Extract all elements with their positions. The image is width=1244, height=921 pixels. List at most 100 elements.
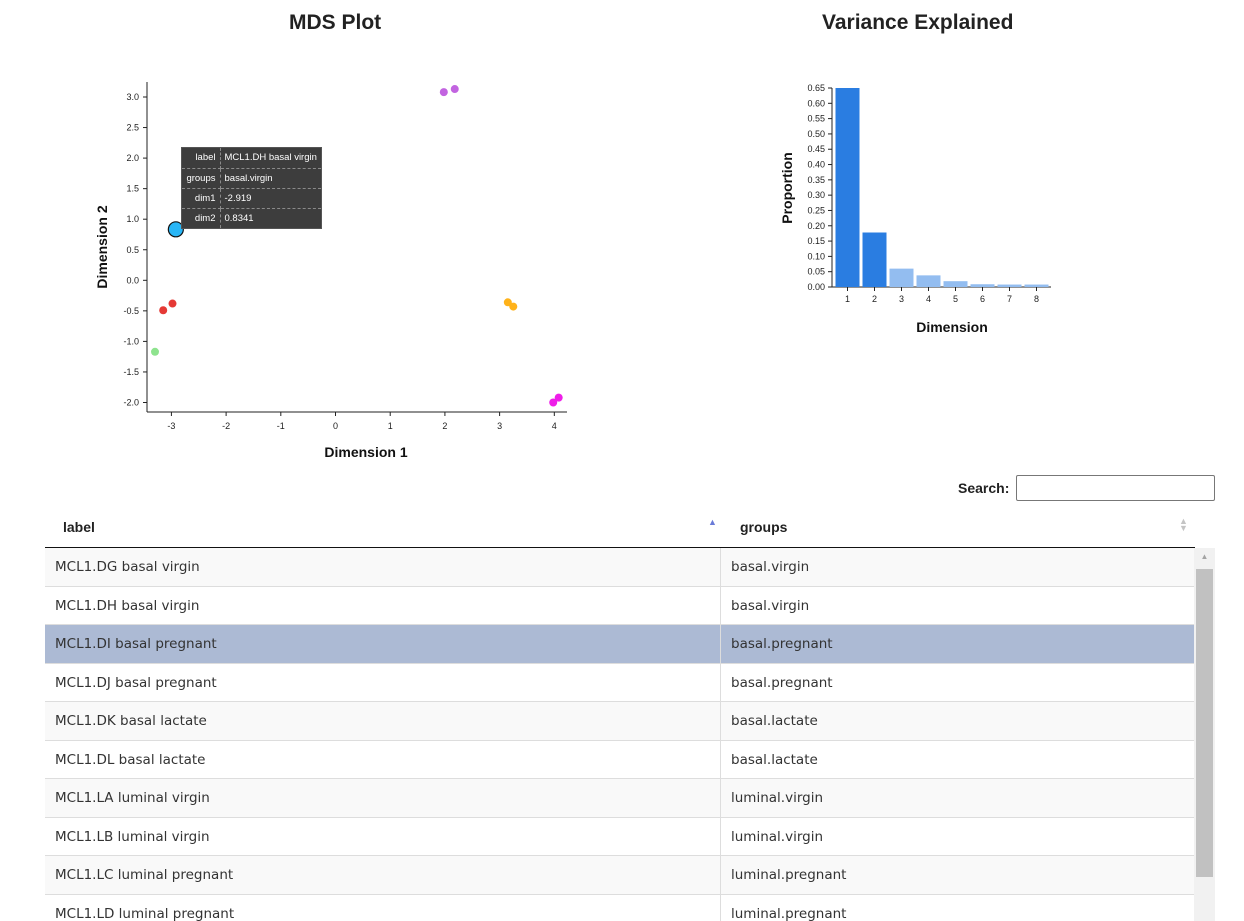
y-axis-title: Proportion	[779, 152, 795, 224]
search-input[interactable]	[1016, 475, 1215, 501]
cell-label: MCL1.LD luminal pregnant	[45, 894, 721, 921]
x-tick-label: -2	[222, 421, 230, 431]
sort-both-icon[interactable]: ▲ ▼	[1179, 516, 1188, 533]
table-row[interactable]: MCL1.LD luminal pregnant luminal.pregnant	[45, 894, 1194, 921]
variance-bar-chart: 0.65 0.60 0.55 0.50 0.45 0.40 0.35 0.30 0.25 0.20…	[779, 83, 1051, 335]
y-tick-label: 0.65	[807, 83, 825, 93]
x-tick-label: 3	[899, 294, 904, 304]
x-axis-title: Dimension 1	[324, 444, 407, 460]
x-tick-label: 1	[388, 421, 393, 431]
cell-label: MCL1.DG basal virgin	[45, 548, 721, 586]
cell-label: MCL1.DL basal lactate	[45, 740, 721, 779]
tooltip-value: MCL1.DH basal virgin	[220, 148, 321, 169]
tooltip-key: dim1	[182, 188, 221, 209]
y-tick-label: -1.5	[123, 367, 139, 377]
y-tick-label: 0.40	[807, 160, 825, 170]
y-tick-label: 0.15	[807, 236, 825, 246]
y-tick-label: 0.5	[126, 245, 139, 255]
cell-label: MCL1.DJ basal pregnant	[45, 663, 721, 702]
table-row[interactable]: MCL1.LB luminal virgin luminal.virgin	[45, 817, 1194, 856]
column-header-label[interactable]: label	[63, 519, 95, 535]
cell-groups: basal.pregnant	[731, 636, 833, 652]
sample-point	[549, 398, 558, 407]
x-tick-label: 5	[953, 294, 958, 304]
y-tick-label: -2.0	[123, 398, 139, 408]
mds-plot-title: MDS Plot	[289, 11, 382, 34]
sample-point	[450, 85, 459, 94]
y-tick-label: 0.0	[126, 275, 139, 285]
cell-groups: luminal.virgin	[731, 828, 824, 845]
y-tick-label: -0.5	[123, 306, 139, 316]
variance-bar	[970, 284, 995, 287]
x-tick-label: 2	[872, 294, 877, 304]
x-tick-label: 3	[497, 421, 502, 431]
y-tick-label: 2.0	[126, 153, 139, 163]
cell-label: MCL1.DK basal lactate	[45, 702, 721, 740]
table-row[interactable]: MCL1.DK basal lactate basal.lactate	[45, 702, 1194, 741]
cell-label: MCL1.DH basal virgin	[45, 586, 721, 625]
table-row[interactable]: MCL1.DL basal lactate basal.lactate	[45, 740, 1194, 779]
x-tick-label: 0	[333, 421, 338, 431]
variance-bar	[1024, 284, 1049, 287]
table-scrollbar[interactable]: ▲	[1194, 548, 1215, 921]
cell-label: MCL1.DI basal pregnant	[45, 625, 721, 663]
x-tick-label: 4	[926, 294, 931, 304]
sample-point	[509, 302, 518, 311]
x-axis-title: Dimension	[916, 319, 988, 335]
sort-ascending-icon[interactable]: ▲	[708, 517, 717, 527]
cell-groups: basal.lactate	[731, 713, 818, 729]
variance-bar	[862, 232, 887, 287]
cell-groups: basal.lactate	[731, 751, 818, 768]
mds-scatter-plot: -3 -2 -1 0 1 2 3 4 3.0 2.5 2.0 1.5 1.0 0.5 0.0 -0.5 -1.0…	[94, 82, 567, 460]
y-axis-title: Dimension 2	[94, 205, 110, 288]
scroll-up-arrow-icon[interactable]: ▲	[1200, 552, 1209, 561]
variance-plot-title: Variance Explained	[822, 11, 1014, 34]
y-tick-label: 3.0	[126, 92, 139, 102]
y-tick-label: 1.0	[126, 214, 139, 224]
y-tick-label: -1.0	[123, 336, 139, 346]
tooltip-key: dim2	[182, 208, 221, 228]
x-tick-label: 4	[552, 421, 557, 431]
y-tick-label: 2.5	[126, 123, 139, 133]
scrollbar-thumb[interactable]	[1196, 569, 1213, 877]
y-tick-label: 0.20	[807, 221, 825, 231]
cell-groups: basal.virgin	[731, 559, 810, 575]
table-row[interactable]: MCL1.DG basal virgin basal.virgin	[45, 548, 1194, 587]
tooltip-value: basal.virgin	[220, 168, 321, 189]
variance-bar	[889, 268, 914, 287]
variance-bar	[943, 281, 968, 287]
y-tick-label: 0.00	[807, 282, 825, 292]
sample-point	[503, 298, 512, 307]
x-tick-label: -3	[167, 421, 175, 431]
table-row[interactable]: MCL1.LA luminal virgin luminal.virgin	[45, 779, 1194, 818]
tooltip-value: -2.919	[220, 188, 321, 209]
cell-groups: luminal.virgin	[731, 790, 824, 806]
sample-point	[151, 347, 159, 356]
cell-label: MCL1.LA luminal virgin	[45, 779, 721, 817]
x-tick-label: 8	[1034, 294, 1039, 304]
cell-groups: luminal.pregnant	[731, 867, 847, 883]
column-header-groups[interactable]: groups	[740, 519, 788, 535]
y-tick-label: 0.55	[807, 114, 825, 124]
table-row-selected[interactable]: MCL1.DI basal pregnant basal.pregnant	[45, 625, 1194, 664]
table-body: MCL1.DG basal virgin basal.virgin MCL1.DH …	[45, 548, 1194, 921]
variance-bar	[835, 88, 860, 287]
y-tick-label: 0.50	[807, 129, 825, 139]
table-row[interactable]: MCL1.DH basal virgin basal.virgin	[45, 586, 1194, 625]
sample-point	[159, 306, 168, 315]
sample-point	[439, 88, 448, 97]
tooltip-key: label	[182, 148, 221, 169]
cell-groups: luminal.pregnant	[731, 905, 847, 921]
variance-bar	[997, 284, 1022, 287]
tooltip-value: 0.8341	[224, 212, 254, 224]
y-tick-label: 0.60	[807, 98, 825, 108]
y-tick-label: 0.25	[807, 205, 825, 215]
table-row[interactable]: MCL1.DJ basal pregnant basal.pregnant	[45, 663, 1194, 702]
table-row[interactable]: MCL1.LC luminal pregnant luminal.pregnant	[45, 856, 1194, 895]
x-tick-label: 2	[442, 421, 447, 431]
table-header: label ▲ groups ▲ ▼	[45, 508, 1195, 548]
y-tick-label: 0.45	[807, 144, 825, 154]
point-tooltip: label MCL1.DH basal virgin groups basal.vi…	[181, 147, 322, 229]
x-tick-label: 6	[980, 294, 985, 304]
x-tick-label: 1	[845, 294, 850, 304]
